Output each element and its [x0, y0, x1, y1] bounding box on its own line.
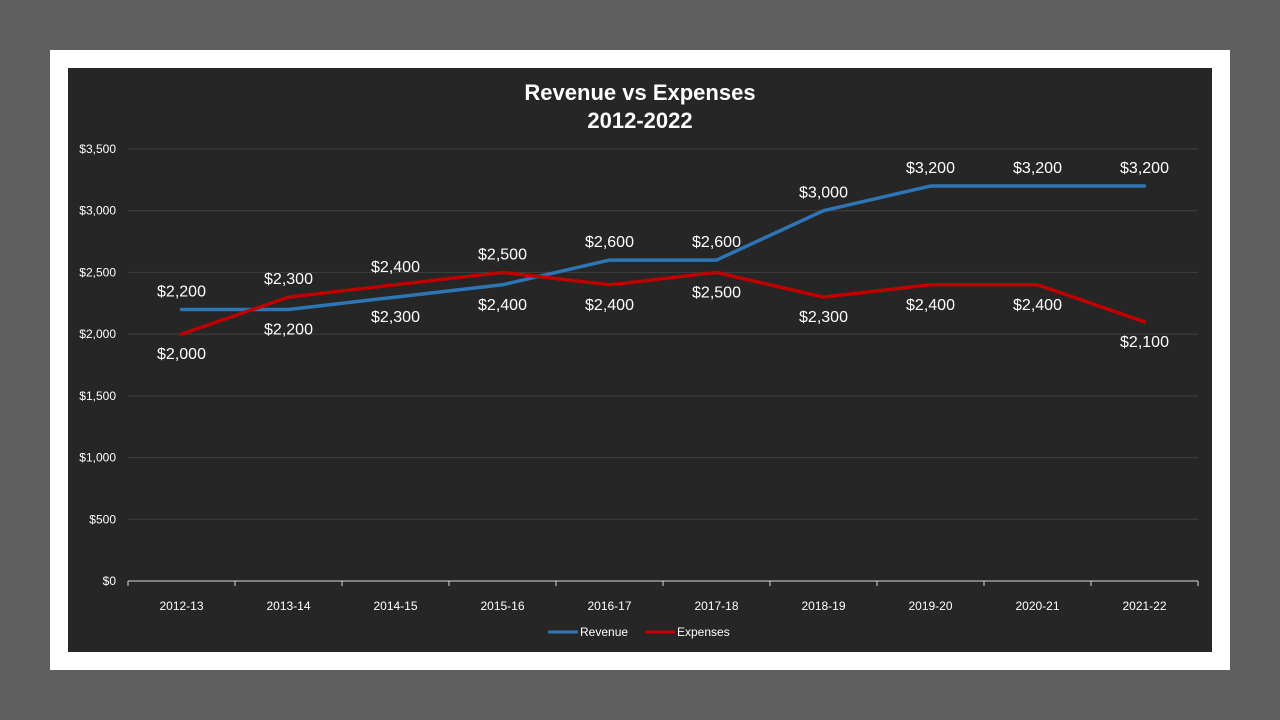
- data-label: $2,300: [264, 271, 313, 288]
- data-label: $2,000: [157, 346, 206, 363]
- data-label: $2,600: [585, 234, 634, 251]
- x-tick-label: 2013-14: [266, 599, 310, 613]
- y-tick-label: $500: [89, 512, 116, 526]
- data-labels: $2,200 $2,200 $2,300 $2,400 $2,600 $2,600 $3,0…: [157, 160, 1169, 363]
- x-tick-label: 2020-21: [1015, 599, 1059, 613]
- x-tick-label: 2012-13: [159, 599, 203, 613]
- y-tick-label: $1,500: [79, 389, 116, 403]
- data-label: $2,300: [371, 309, 420, 326]
- y-tick-label: $3,500: [79, 142, 116, 156]
- chart-area: Revenue vs Expenses 2012-2022 $0 $500 $1,0…: [68, 68, 1212, 652]
- data-label: $3,200: [906, 160, 955, 177]
- data-label: $2,400: [906, 297, 955, 314]
- y-tick-label: $2,000: [79, 327, 116, 341]
- grid-lines: [128, 148, 1198, 520]
- series-line-expenses: [179, 270, 1147, 336]
- x-tick-label: 2016-17: [587, 599, 631, 613]
- y-tick-label: $1,000: [79, 451, 116, 465]
- y-tick-label: $3,000: [79, 204, 116, 218]
- data-label: $3,200: [1120, 160, 1169, 177]
- chart-subtitle: 2012-2022: [587, 108, 692, 133]
- x-axis: 2012-13 2013-14 2014-15 2015-16 2016-17 2017-…: [127, 580, 1199, 613]
- data-label: $2,400: [371, 259, 420, 276]
- data-label: $2,500: [478, 246, 527, 263]
- x-tick-label: 2018-19: [801, 599, 845, 613]
- data-label: $2,500: [692, 284, 741, 301]
- series-lines: [179, 184, 1147, 336]
- legend-label-revenue: Revenue: [580, 625, 628, 639]
- x-tick-label: 2021-22: [1122, 599, 1166, 613]
- legend: Revenue Expenses: [548, 625, 730, 639]
- data-label: $2,200: [264, 321, 313, 338]
- series-line-revenue: [179, 184, 1147, 312]
- data-label: $2,400: [585, 297, 634, 314]
- y-tick-label: $2,500: [79, 265, 116, 279]
- x-tick-label: 2017-18: [694, 599, 738, 613]
- data-label: $3,000: [799, 185, 848, 202]
- data-label: $2,100: [1120, 334, 1169, 351]
- legend-label-expenses: Expenses: [677, 625, 730, 639]
- data-label: $2,300: [799, 309, 848, 326]
- x-tick-label: 2014-15: [373, 599, 417, 613]
- data-label: $2,400: [1013, 297, 1062, 314]
- y-tick-label: $0: [103, 574, 117, 588]
- data-label: $2,200: [157, 283, 206, 300]
- data-label: $2,600: [692, 234, 741, 251]
- y-axis-ticks: $0 $500 $1,000 $1,500 $2,000 $2,500 $3,000 $3,5…: [79, 142, 116, 588]
- chart-title: Revenue vs Expenses: [524, 80, 755, 105]
- data-label: $2,400: [478, 297, 527, 314]
- line-chart: Revenue vs Expenses 2012-2022 $0 $500 $1,0…: [79, 80, 1199, 639]
- x-tick-label: 2019-20: [908, 599, 952, 613]
- data-label: $3,200: [1013, 160, 1062, 177]
- x-tick-label: 2015-16: [480, 599, 524, 613]
